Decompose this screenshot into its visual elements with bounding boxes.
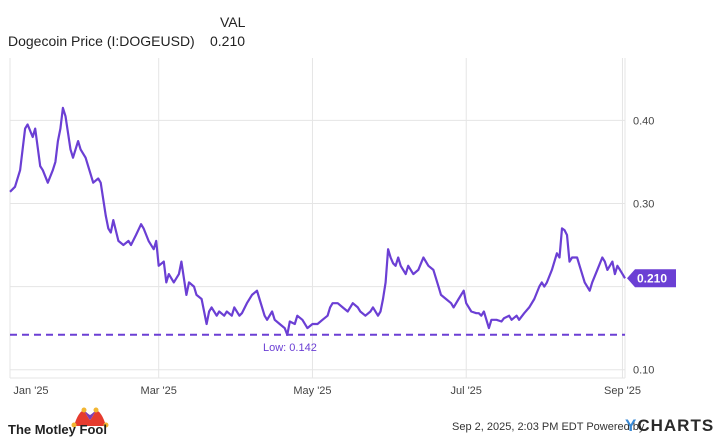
y-tick-label: 0.40 xyxy=(633,115,654,127)
current-value-badge: 0.210 xyxy=(627,269,676,288)
x-tick-label: Mar '25 xyxy=(141,385,177,397)
legend-value-header: VAL xyxy=(220,14,246,30)
legend-series-name: Dogecoin Price (I:DOGEUSD) xyxy=(8,33,195,49)
vertical-gridlines xyxy=(9,58,623,378)
ycharts-logo: YCHARTS xyxy=(625,416,714,436)
x-tick-label: Sep '25 xyxy=(604,385,641,397)
motley-fool-wordmark: The Motley Fool xyxy=(8,422,107,437)
y-tick-labels: 0.10 0.30 0.40 xyxy=(633,115,654,376)
ycharts-text: CHARTS xyxy=(637,416,715,435)
legend-series-value: 0.210 xyxy=(210,33,246,49)
powered-by-text: Powered by xyxy=(586,421,645,433)
price-series-line xyxy=(9,106,626,336)
ycharts-y: Y xyxy=(625,416,638,435)
footer-timestamp: Sep 2, 2025, 2:03 PM EDT Powered by xyxy=(452,421,644,433)
timestamp-text: Sep 2, 2025, 2:03 PM EDT xyxy=(452,421,584,433)
jester-hat-icon xyxy=(71,407,109,428)
x-tick-label: Jan '25 xyxy=(13,385,48,397)
x-tick-labels: Jan '25 Mar '25 May '25 Jul '25 Sep '25 xyxy=(13,385,641,397)
horizontal-gridlines xyxy=(10,119,625,371)
y-tick-label: 0.10 xyxy=(633,365,654,377)
y-tick-label: 0.30 xyxy=(633,198,654,210)
svg-text:0.210: 0.210 xyxy=(637,271,667,285)
x-tick-label: May '25 xyxy=(293,385,331,397)
motley-fool-logo xyxy=(8,406,128,436)
low-label: Low: 0.142 xyxy=(263,342,317,354)
x-tick-label: Jul '25 xyxy=(450,385,481,397)
